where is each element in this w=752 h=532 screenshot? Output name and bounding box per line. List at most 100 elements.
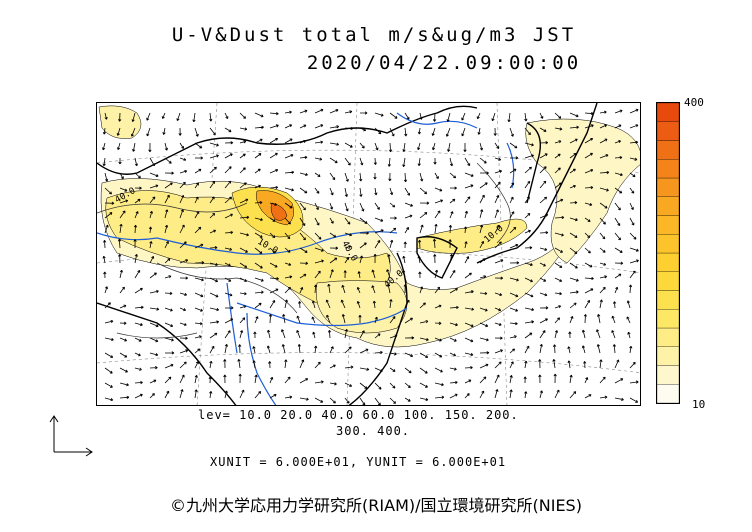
levels-line1: lev= 10.0 20.0 40.0 60.0 100. 150. 200. — [198, 408, 519, 422]
wind-arrow — [524, 292, 534, 298]
wind-arrow — [599, 262, 607, 266]
wind-arrow — [419, 352, 429, 358]
wind-arrow — [149, 241, 153, 249]
dust-region-nw — [98, 105, 142, 139]
wind-arrow — [554, 140, 562, 144]
wind-arrow — [599, 187, 609, 192]
wind-arrow — [134, 305, 144, 310]
wind-arrow — [314, 397, 324, 403]
wind-arrow — [194, 292, 204, 298]
wind-arrow — [269, 185, 279, 190]
wind-arrow — [224, 166, 232, 174]
wind-arrow — [314, 108, 324, 114]
wind-arrow — [134, 337, 142, 342]
wind-arrow — [254, 262, 263, 269]
wind-arrow — [209, 112, 213, 122]
wind-arrow — [359, 127, 367, 132]
colorbar-swatch — [656, 327, 680, 347]
wind-arrow — [434, 187, 443, 192]
wind-arrow — [161, 112, 166, 119]
wind-arrow — [104, 187, 112, 195]
wind-arrow — [538, 359, 542, 369]
wind-arrow — [148, 226, 153, 234]
wind-arrow — [104, 352, 114, 358]
wind-arrow — [284, 138, 293, 144]
wind-arrow — [149, 352, 159, 357]
wind-arrow — [209, 360, 213, 369]
wind-arrow — [224, 330, 231, 339]
wind-arrow — [239, 305, 247, 309]
wind-arrow — [539, 262, 546, 267]
wind-arrow — [509, 127, 514, 137]
wind-arrow — [103, 271, 107, 279]
wind-arrow — [539, 292, 548, 297]
wind-arrow — [404, 336, 415, 340]
wind-arrow — [104, 319, 114, 324]
wind-arrow — [134, 269, 141, 279]
wind-arrow — [284, 217, 291, 225]
wind-arrow — [329, 346, 334, 354]
colorbar-swatch — [656, 102, 680, 122]
wind-arrow — [584, 111, 594, 116]
wind-arrow — [268, 314, 273, 324]
wind-arrow — [539, 343, 543, 354]
wind-arrow — [239, 127, 248, 131]
units-line: XUNIT = 6.000E+01, YUNIT = 6.000E+01 — [210, 455, 507, 469]
colorbar-swatch — [656, 346, 680, 366]
wind-arrow — [104, 224, 109, 234]
wind-arrow — [269, 247, 276, 254]
wind-arrow — [269, 376, 274, 384]
wind-arrow — [329, 157, 338, 164]
colorbar-swatch — [656, 140, 680, 160]
wind-arrow — [494, 142, 500, 149]
wind-arrow — [434, 223, 438, 234]
wind-arrow — [389, 334, 398, 339]
wind-arrow — [584, 288, 594, 294]
wind-arrow — [374, 240, 381, 249]
colorbar-swatch — [656, 159, 680, 179]
wind-arrow — [464, 272, 472, 279]
wind-arrow — [404, 367, 412, 374]
wind-arrow — [224, 318, 234, 324]
wind-arrow — [194, 182, 199, 189]
wind-arrow — [254, 277, 264, 282]
wind-arrow — [494, 209, 499, 219]
wind-arrow — [239, 262, 248, 268]
wind-arrow — [434, 269, 439, 279]
wind-arrow — [569, 302, 577, 309]
wind-arrow — [464, 379, 472, 384]
wind-arrow — [404, 127, 408, 137]
wind-arrow — [404, 112, 410, 120]
wind-arrow — [284, 154, 294, 159]
wind-arrow — [254, 112, 264, 118]
wind-arrow — [102, 157, 106, 167]
wind-arrow — [612, 344, 617, 354]
wind-arrow — [479, 307, 488, 312]
wind-arrow — [209, 142, 219, 147]
wind-arrow — [164, 322, 174, 328]
wind-arrow — [477, 127, 481, 135]
wind-arrow — [104, 382, 113, 388]
wind-arrow — [539, 112, 544, 119]
wind-arrow — [539, 306, 549, 310]
wind-arrow — [119, 210, 126, 219]
wind-arrow — [119, 352, 128, 358]
wind-arrow — [311, 316, 316, 324]
wind-arrow — [599, 202, 608, 209]
wind-arrow — [494, 322, 502, 326]
wind-arrow — [224, 141, 234, 145]
wind-arrow — [329, 257, 338, 264]
wind-arrow — [539, 318, 548, 324]
wind-arrow — [209, 127, 216, 136]
wind-arrow — [404, 187, 410, 196]
wind-arrow — [341, 314, 346, 324]
wind-arrow — [627, 331, 631, 339]
wind-arrow — [194, 196, 199, 204]
wind-arrow — [119, 269, 123, 279]
wind-arrow — [314, 172, 321, 177]
wind-arrow — [314, 140, 324, 144]
wind-arrow — [569, 247, 578, 254]
wind-arrow — [297, 344, 301, 354]
wind-arrow — [449, 305, 459, 310]
wind-arrow — [479, 363, 489, 369]
